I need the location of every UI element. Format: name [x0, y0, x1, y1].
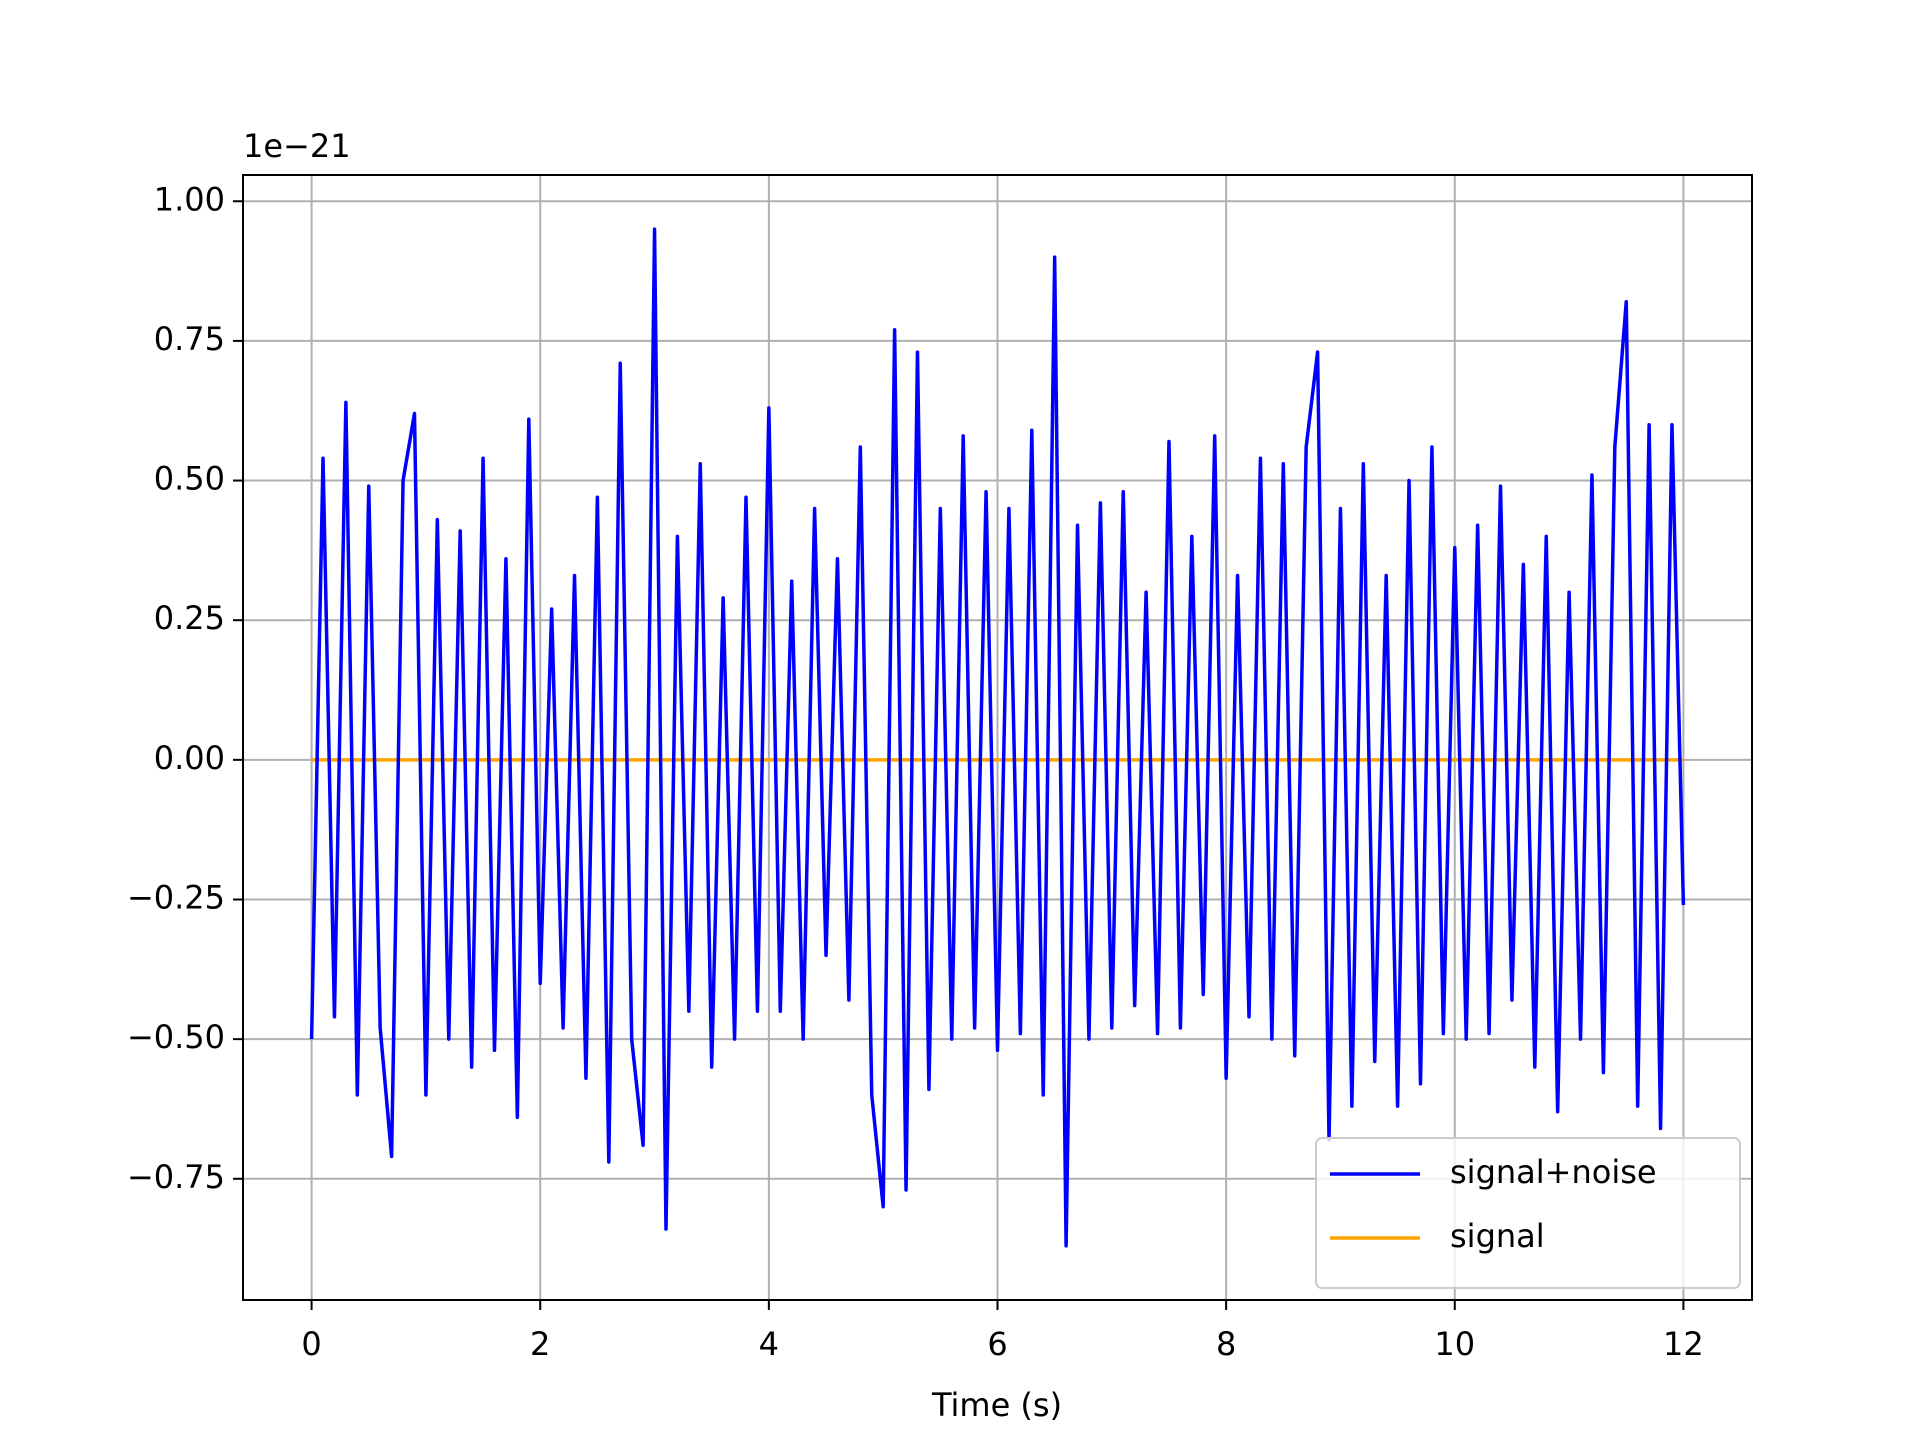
- x-axis-label: Time (s): [931, 1386, 1062, 1424]
- y-tick-label: 0.50: [154, 460, 225, 498]
- x-tick-label: 0: [301, 1325, 321, 1363]
- y-tick-label: 0.25: [154, 599, 225, 637]
- x-tick-label: 12: [1663, 1325, 1704, 1363]
- offset-text: 1e−21: [243, 127, 351, 165]
- x-tick-label: 4: [759, 1325, 779, 1363]
- x-tick-label: 2: [530, 1325, 550, 1363]
- x-tick-label: 10: [1434, 1325, 1475, 1363]
- y-tick-label: −0.50: [127, 1018, 225, 1056]
- series-line: [309, 227, 1686, 1248]
- plot-frame: [242, 174, 1753, 1301]
- legend-box: [1315, 1137, 1741, 1289]
- y-tick-label: 1.00: [154, 180, 225, 218]
- legend-label: signal+noise: [1450, 1153, 1657, 1191]
- x-tick-label: 6: [987, 1325, 1007, 1363]
- y-tick-label: −0.25: [127, 878, 225, 916]
- y-tick-label: 0.75: [154, 320, 225, 358]
- y-tick-label: 0.00: [154, 739, 225, 777]
- legend-label: signal: [1450, 1217, 1545, 1255]
- x-tick-label: 8: [1216, 1325, 1236, 1363]
- y-tick-label: −0.75: [127, 1158, 225, 1196]
